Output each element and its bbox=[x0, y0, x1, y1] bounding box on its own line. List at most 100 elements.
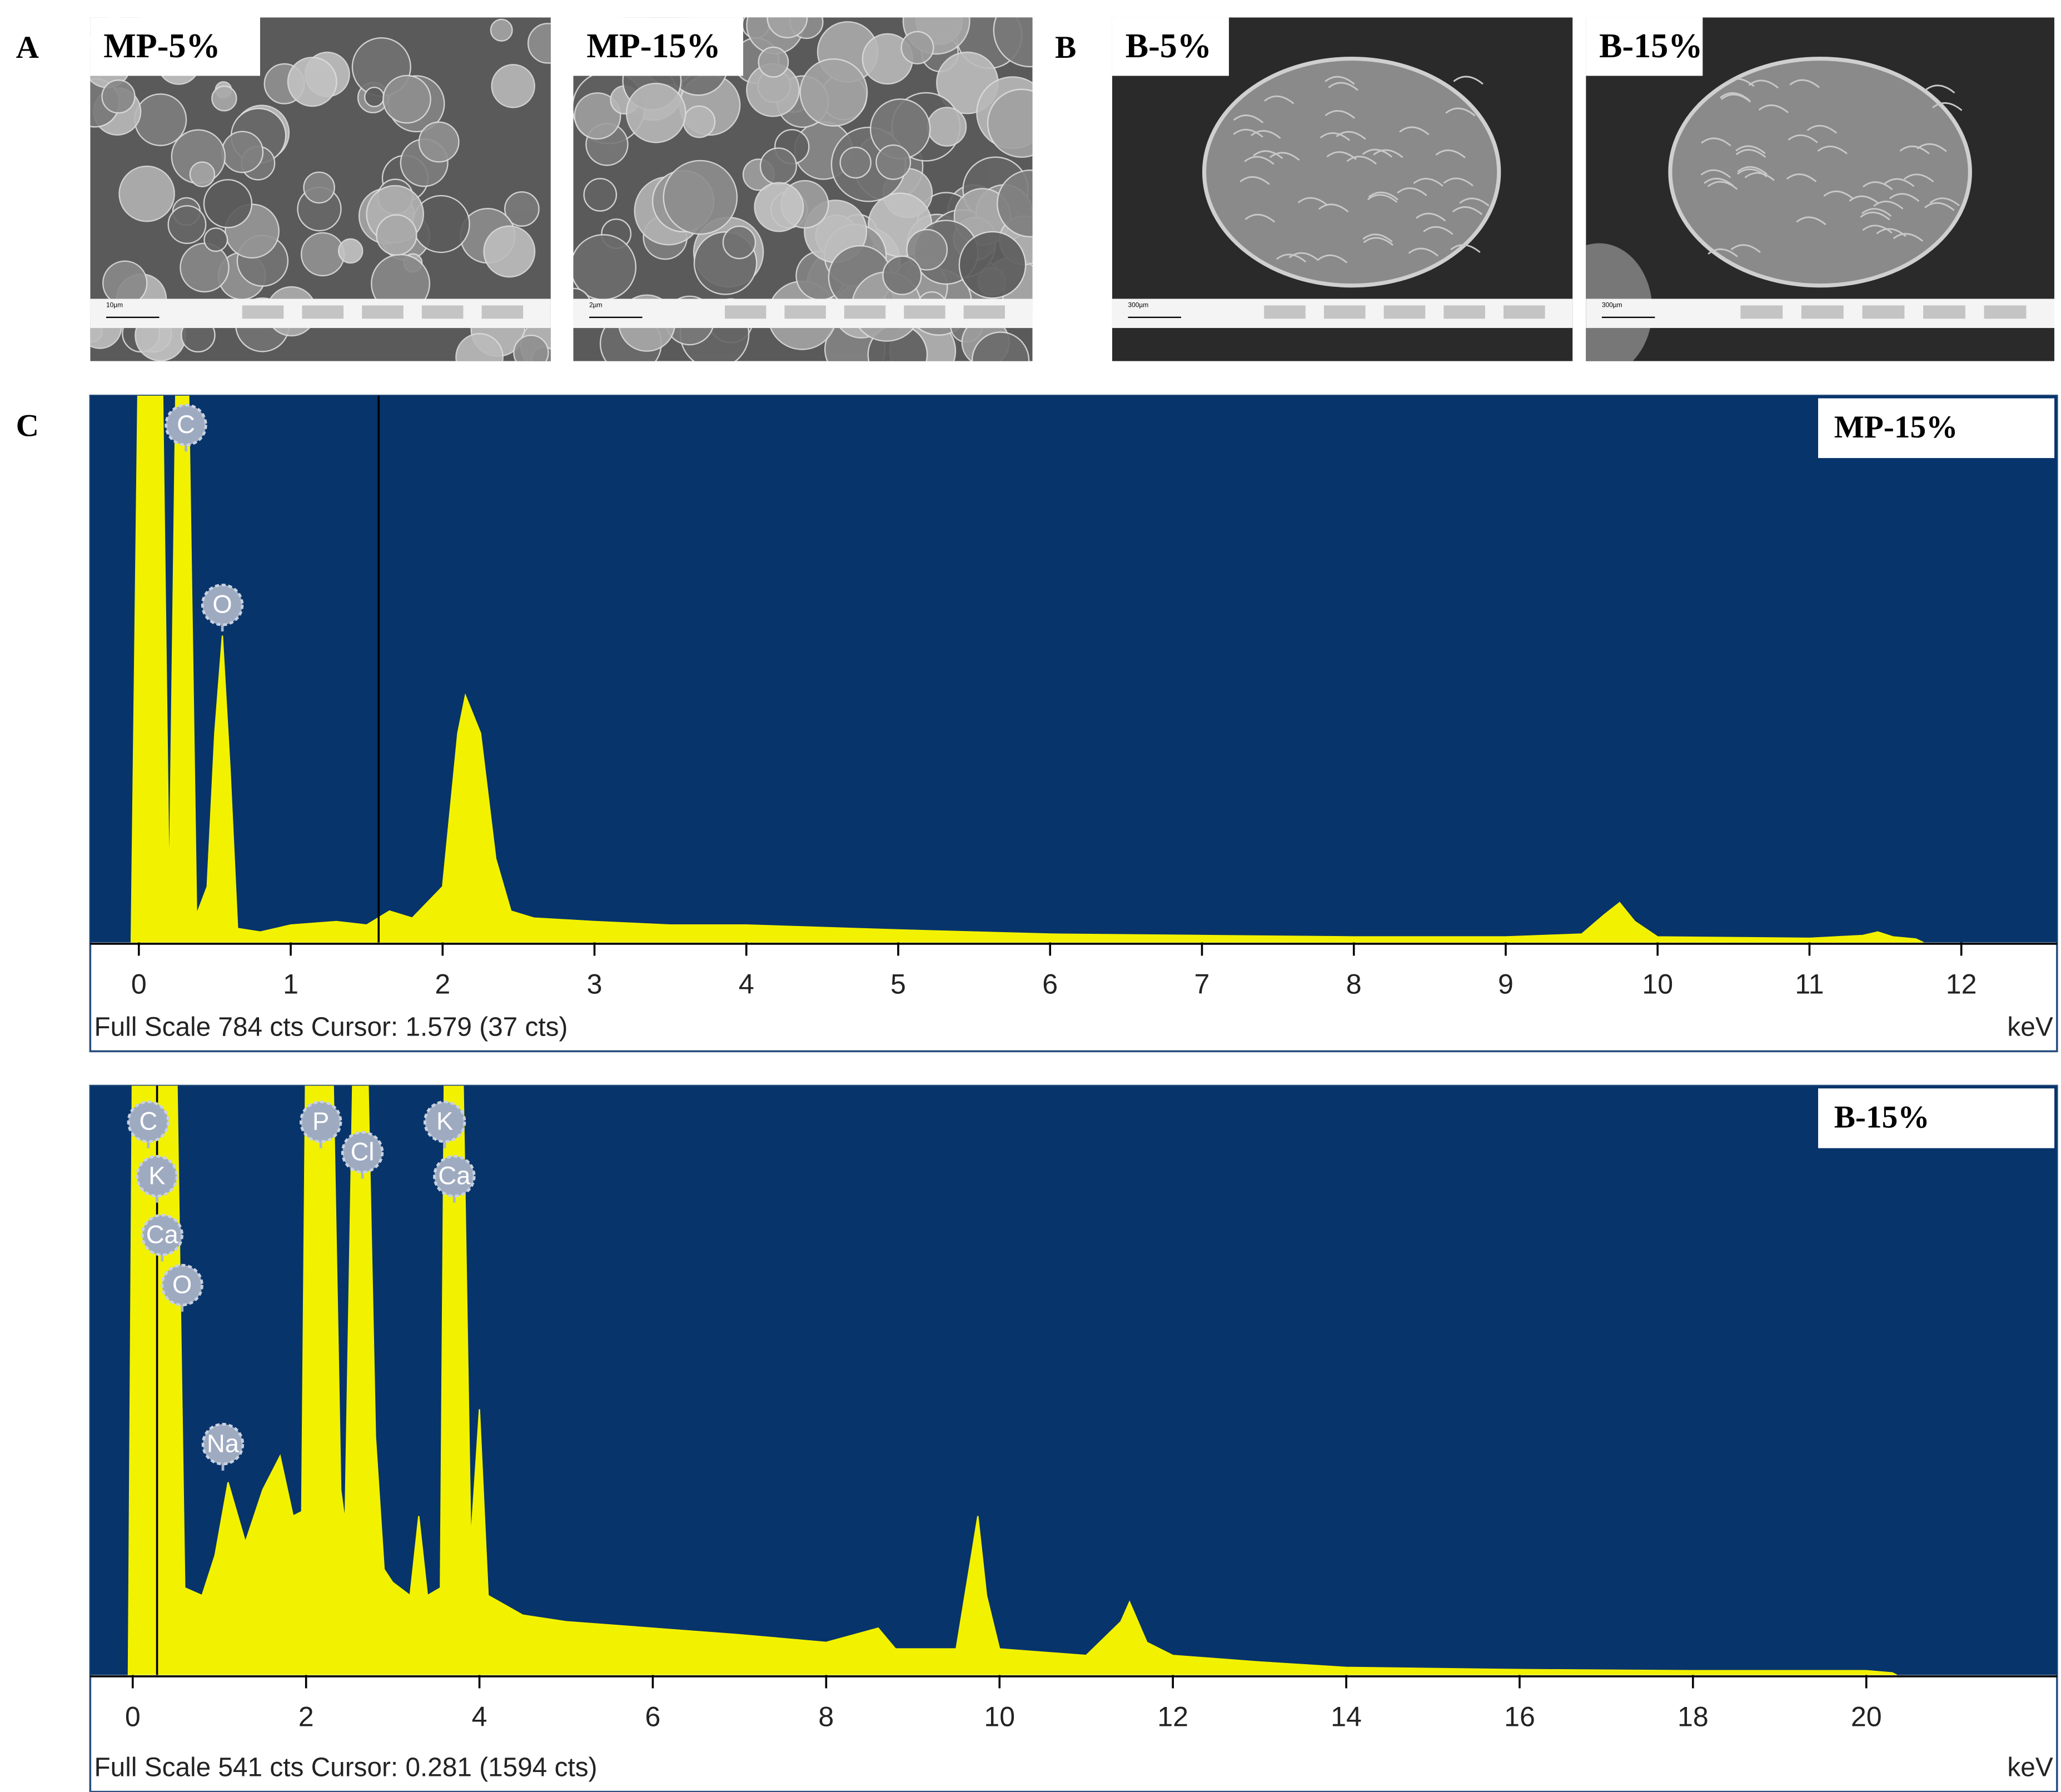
sem-image: 300µm B-5% bbox=[1112, 17, 1573, 361]
texture bbox=[1720, 92, 1750, 101]
particle bbox=[211, 85, 237, 112]
texture bbox=[1326, 151, 1357, 160]
element-label: Cl bbox=[351, 1137, 375, 1166]
texture bbox=[1233, 115, 1264, 123]
texture bbox=[1253, 150, 1283, 160]
info-text bbox=[963, 305, 1005, 319]
particle bbox=[1202, 57, 1501, 288]
texture bbox=[1932, 102, 1963, 111]
particle bbox=[376, 214, 417, 256]
texture bbox=[1362, 233, 1393, 243]
label-box bbox=[573, 17, 744, 76]
texture bbox=[1325, 110, 1355, 119]
x-tick-label: 6 bbox=[645, 1701, 661, 1733]
sem-image: 10µm MP-5% bbox=[90, 17, 551, 361]
texture bbox=[1423, 226, 1453, 235]
texture bbox=[1317, 255, 1348, 263]
texture bbox=[1817, 146, 1848, 155]
info-text bbox=[481, 305, 524, 319]
element-label: O bbox=[212, 590, 232, 619]
info-text bbox=[421, 305, 464, 319]
element-label: Ca bbox=[146, 1220, 179, 1248]
x-tick-label: 12 bbox=[1157, 1701, 1188, 1733]
texture bbox=[1789, 79, 1820, 88]
info-text bbox=[1504, 305, 1545, 319]
plot-background bbox=[90, 395, 2057, 943]
info-text bbox=[904, 305, 945, 319]
image-label: B-15% bbox=[1599, 27, 1702, 65]
particle bbox=[101, 79, 136, 114]
texture bbox=[1849, 195, 1879, 205]
title-box bbox=[1818, 398, 2055, 459]
info-text bbox=[242, 305, 284, 319]
particle bbox=[221, 131, 264, 173]
footer: Full Scale 784 cts Cursor: 1.579 (37 cts… bbox=[94, 1012, 568, 1042]
texture bbox=[1367, 194, 1398, 203]
element-label: O bbox=[172, 1270, 192, 1298]
element-label: Ca bbox=[438, 1161, 471, 1189]
texture bbox=[1701, 137, 1731, 147]
spectrum-area bbox=[127, 1086, 1897, 1675]
sem-content: 2µm bbox=[573, 17, 1033, 361]
element-label: K bbox=[436, 1107, 453, 1135]
texture bbox=[1806, 125, 1838, 134]
x-tick-label: 6 bbox=[1042, 969, 1058, 1000]
texture bbox=[1924, 84, 1955, 94]
particle bbox=[987, 88, 1033, 158]
particle bbox=[993, 17, 1033, 68]
texture bbox=[1297, 197, 1328, 206]
particle bbox=[455, 333, 504, 361]
texture bbox=[1325, 76, 1355, 85]
texture bbox=[1452, 206, 1483, 215]
particle bbox=[971, 331, 1030, 361]
texture bbox=[1730, 244, 1761, 253]
element-label: C bbox=[177, 410, 195, 439]
x-tick-label: 18 bbox=[1677, 1701, 1709, 1733]
x-tick-label: 0 bbox=[125, 1701, 141, 1733]
footer: Full Scale 541 cts Cursor: 0.281 (1594 c… bbox=[94, 1753, 598, 1783]
texture bbox=[1435, 150, 1466, 158]
info-text bbox=[302, 305, 344, 319]
particle bbox=[758, 46, 789, 78]
x-tick-label: 8 bbox=[1346, 969, 1362, 1000]
texture bbox=[1408, 247, 1438, 257]
title-box bbox=[1818, 1088, 2055, 1148]
texture bbox=[1707, 248, 1738, 257]
info-text bbox=[1801, 305, 1844, 319]
texture bbox=[1453, 76, 1483, 85]
info-text bbox=[725, 305, 766, 319]
texture bbox=[1924, 202, 1955, 211]
info-text bbox=[1383, 305, 1426, 319]
texture bbox=[1362, 148, 1393, 158]
texture bbox=[1884, 178, 1915, 187]
texture bbox=[1244, 156, 1275, 165]
texture bbox=[1264, 95, 1295, 104]
particle bbox=[167, 205, 207, 244]
element-badge bbox=[341, 1131, 384, 1174]
particle bbox=[958, 231, 1027, 299]
texture bbox=[1786, 173, 1817, 182]
particle bbox=[483, 225, 536, 278]
particle bbox=[799, 58, 868, 127]
scale-label: 2µm bbox=[589, 301, 602, 309]
x-tick-label: 0 bbox=[131, 969, 147, 1000]
texture bbox=[1336, 131, 1366, 140]
panel-label: B bbox=[1055, 30, 1076, 65]
particle bbox=[997, 170, 1033, 238]
particle bbox=[203, 227, 228, 252]
texture bbox=[1916, 143, 1947, 152]
particle bbox=[300, 232, 345, 277]
info-text bbox=[1740, 305, 1783, 319]
texture bbox=[1373, 149, 1403, 158]
x-tick-label: 5 bbox=[890, 969, 906, 1000]
particle bbox=[766, 17, 808, 38]
texture bbox=[1251, 130, 1281, 139]
element-badge bbox=[433, 1154, 476, 1198]
texture bbox=[1724, 78, 1755, 87]
particle bbox=[189, 161, 216, 187]
x-tick-label: 9 bbox=[1498, 969, 1514, 1000]
info-text bbox=[1264, 305, 1306, 319]
texture bbox=[1450, 244, 1481, 253]
texture bbox=[1328, 82, 1358, 91]
